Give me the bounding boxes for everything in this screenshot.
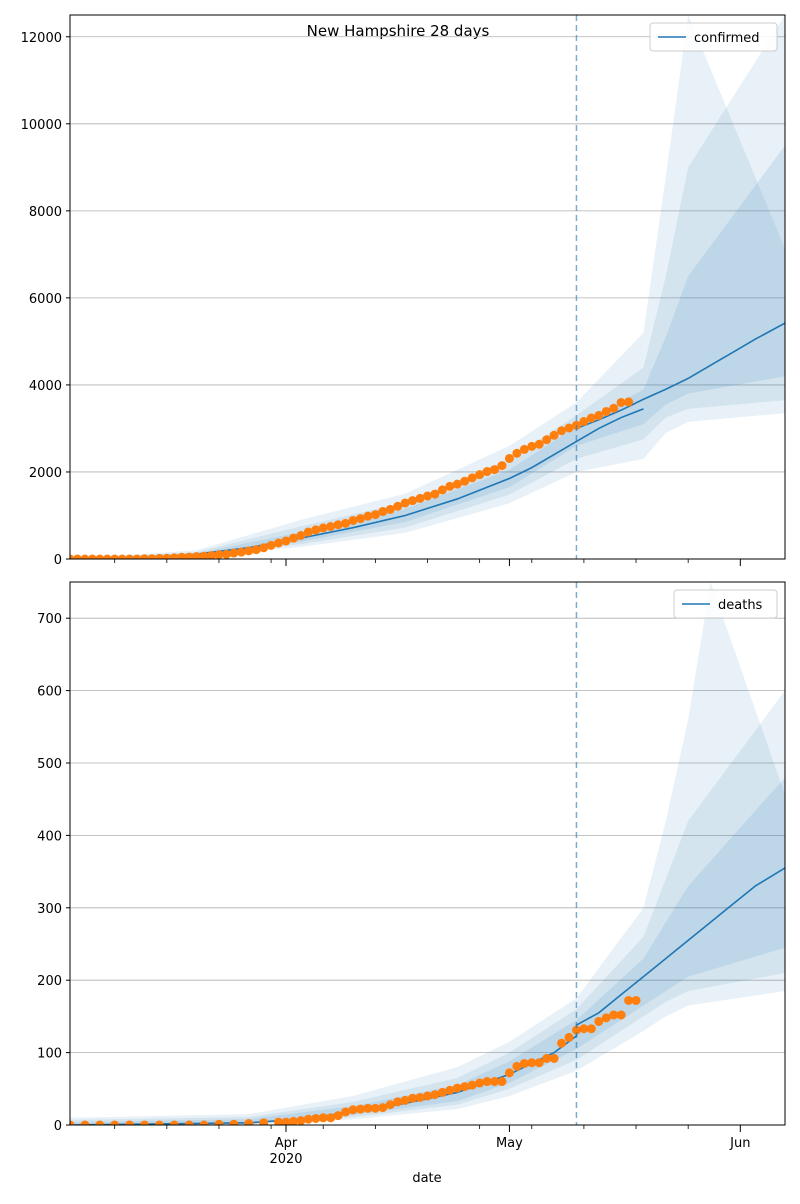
deaths-legend: deaths	[674, 590, 777, 618]
confirmed-y-tick-label: 12000	[21, 31, 62, 46]
x-tick-label: May	[496, 1136, 523, 1151]
deaths-observed-point	[296, 1116, 305, 1125]
x-tick-label: Jun	[729, 1136, 750, 1151]
confirmed-observed-point	[363, 512, 372, 521]
deaths-observed-point	[416, 1093, 425, 1102]
deaths-y-tick-label: 0	[54, 1119, 62, 1134]
deaths-observed-point	[587, 1024, 596, 1033]
deaths-observed-point	[565, 1033, 574, 1042]
deaths-observed-point	[632, 996, 641, 1005]
deaths-observed-point	[557, 1039, 566, 1048]
confirmed-legend-label: confirmed	[694, 31, 760, 46]
deaths-observed-point	[460, 1082, 469, 1091]
deaths-observed-point	[497, 1077, 506, 1086]
x-axis-label: date	[412, 1171, 441, 1186]
deaths-observed-point	[259, 1118, 268, 1127]
confirmed-y-tick-label: 4000	[29, 379, 62, 394]
deaths-y-tick-label: 600	[37, 685, 62, 700]
x-tick-sublabel: 2020	[269, 1152, 302, 1167]
confirmed-observed-point	[326, 522, 335, 531]
deaths-y-tick-label: 100	[37, 1047, 62, 1062]
confirmed-observed-point	[535, 440, 544, 449]
confirmed-y-tick-label: 0	[54, 553, 62, 568]
deaths-y-tick-label: 400	[37, 829, 62, 844]
confirmed-observed-point	[497, 461, 506, 470]
confirmed-legend: confirmed	[650, 23, 777, 51]
confirmed-observed-point	[505, 454, 514, 463]
confirmed-observed-point	[624, 397, 633, 406]
confirmed-y-tick-label: 6000	[29, 292, 62, 307]
x-tick-label: Apr	[275, 1136, 298, 1151]
confirmed-observed-point	[334, 520, 343, 529]
deaths-observed-point	[475, 1079, 484, 1088]
confirmed-plot-area	[66, 15, 800, 564]
confirmed-observed-point	[609, 404, 618, 413]
deaths-observed-point	[453, 1084, 462, 1093]
deaths-observed-point	[423, 1092, 432, 1101]
confirmed-y-tick-label: 8000	[29, 205, 62, 220]
deaths-y-tick-label: 500	[37, 757, 62, 772]
deaths-observed-point	[617, 1010, 626, 1019]
deaths-observed-point	[505, 1068, 514, 1077]
deaths-y-tick-label: 200	[37, 974, 62, 989]
deaths-y-tick-label: 300	[37, 902, 62, 917]
deaths-observed-point	[244, 1119, 253, 1128]
confirmed-observed-point	[319, 523, 328, 532]
confirmed-y-tick-label: 2000	[29, 466, 62, 481]
deaths-observed-point	[550, 1054, 559, 1063]
deaths-uncertainty-band-1	[70, 582, 800, 1125]
deaths-observed-point	[393, 1097, 402, 1106]
chart-title: New Hampshire 28 days	[307, 22, 490, 40]
deaths-y-tick-label: 700	[37, 612, 62, 627]
deaths-observed-point	[229, 1120, 238, 1129]
deaths-legend-label: deaths	[718, 598, 763, 613]
confirmed-y-tick-label: 10000	[21, 118, 62, 133]
confirmed-observed-point	[550, 431, 559, 440]
deaths-plot-area	[66, 582, 800, 1130]
